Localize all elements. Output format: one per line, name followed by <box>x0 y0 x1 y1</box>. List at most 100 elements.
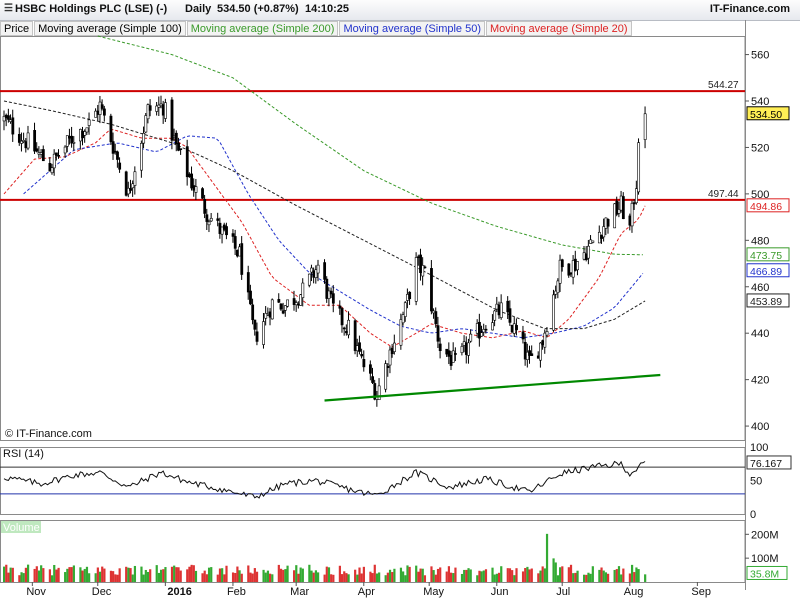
title-bar: ☰ HSBC Holdings PLC (LSE) (-) Daily 534.… <box>0 0 800 21</box>
time-tick-label: Mar <box>290 586 309 598</box>
price-tick-label: 400 <box>751 421 769 433</box>
volume-bar <box>295 565 298 582</box>
time-tick-label: Feb <box>227 586 246 598</box>
volume-bar <box>613 569 616 582</box>
candle-body <box>493 310 497 321</box>
volume-bar <box>404 575 407 582</box>
volume-bar <box>617 566 621 582</box>
price-tick-label: 500 <box>751 189 769 201</box>
volume-bar <box>251 573 254 582</box>
time-tick-label: Sep <box>691 586 711 598</box>
legend-sma100[interactable]: Moving average (Simple 100) <box>34 21 186 36</box>
volume-bar <box>175 567 178 582</box>
volume-bar <box>26 564 30 582</box>
volume-bar <box>430 566 433 582</box>
volume-bar <box>482 570 485 582</box>
candle-body <box>604 217 608 229</box>
legend-price[interactable]: Price <box>0 21 34 36</box>
candle-body <box>408 291 412 300</box>
candle-body <box>113 150 117 153</box>
volume-bar <box>478 570 481 582</box>
candle-body <box>587 245 590 259</box>
candle-body <box>155 105 159 112</box>
volume-bar <box>521 571 525 582</box>
candle-body <box>597 231 601 244</box>
candle-body <box>371 376 375 383</box>
candle-body <box>205 214 209 222</box>
volume-title-bg <box>1 521 41 533</box>
candle-body <box>582 252 586 260</box>
volume-bar <box>70 567 73 582</box>
candle-body <box>497 304 501 316</box>
candle-body <box>556 280 560 294</box>
settings-icon[interactable]: ☰ <box>4 3 13 14</box>
candle-body <box>506 300 510 313</box>
volume-bar <box>85 566 89 582</box>
volume-bar <box>192 565 195 582</box>
candle-body <box>584 253 588 261</box>
price-tag-label: 466.89 <box>750 266 782 278</box>
volume-bar <box>330 574 333 582</box>
legend-sma50[interactable]: Moving average (Simple 50) <box>339 21 486 36</box>
volume-bar <box>325 566 328 582</box>
price-tick-label: 520 <box>751 142 769 154</box>
candle-body <box>342 327 346 330</box>
volume-bar <box>218 568 222 582</box>
price-axis: 400 420 440 460 480 500 520 540 560 <box>745 50 769 433</box>
candle-body <box>249 290 252 305</box>
candle-body <box>388 349 392 366</box>
price-tag <box>746 247 790 262</box>
volume-bar <box>537 573 540 582</box>
volume-bar <box>3 566 6 582</box>
rsi-tick-label: 0 <box>750 509 756 521</box>
volume-bar <box>526 566 529 582</box>
legend-sma20[interactable]: Moving average (Simple 20) <box>486 21 632 36</box>
candle-body <box>617 209 621 214</box>
candle-body <box>286 299 289 307</box>
volume-bar <box>559 567 562 582</box>
volume-bar <box>286 565 289 582</box>
candle-body <box>253 319 257 330</box>
candle-body <box>495 303 499 310</box>
candle-body <box>558 259 562 284</box>
rsi-tick-label: 100 <box>750 442 768 454</box>
candle-body <box>262 321 265 345</box>
price-tag-label: 473.75 <box>750 250 782 262</box>
candle-body <box>231 233 235 237</box>
candle-body <box>52 153 56 169</box>
rsi-value-label: 76.167 <box>750 458 782 470</box>
volume-bar <box>194 570 198 582</box>
candle-body <box>4 114 8 119</box>
volume-bar <box>606 573 610 582</box>
legend-sma200[interactable]: Moving average (Simple 200) <box>186 21 339 36</box>
candle-body <box>462 341 466 346</box>
volume-bar <box>378 572 381 582</box>
volume-bar <box>569 564 573 582</box>
candle-body <box>421 265 425 277</box>
volume-bar <box>98 571 102 582</box>
volume-title: Volume <box>3 522 40 534</box>
candle-body <box>630 202 634 227</box>
volume-bar <box>9 567 12 582</box>
time-tick-label: May <box>423 586 444 598</box>
volume-bar <box>598 569 601 582</box>
volume-bar <box>637 569 640 582</box>
candle-body <box>362 358 366 368</box>
volume-bar <box>55 569 58 582</box>
volume-bar <box>434 574 437 582</box>
candle-body <box>436 325 440 342</box>
volume-bar <box>277 564 280 582</box>
price-tick-label: 560 <box>751 50 769 62</box>
volume-bar <box>644 574 647 582</box>
volume-bar <box>255 571 259 582</box>
candle-body <box>142 133 146 144</box>
candle-body <box>521 331 525 340</box>
volume-value-tag <box>746 565 788 580</box>
candle-body <box>174 132 178 145</box>
candle-body <box>323 262 327 280</box>
candle-body <box>360 353 364 357</box>
candle-body <box>22 139 26 142</box>
candle-body <box>543 332 547 348</box>
volume-bar <box>88 573 91 582</box>
